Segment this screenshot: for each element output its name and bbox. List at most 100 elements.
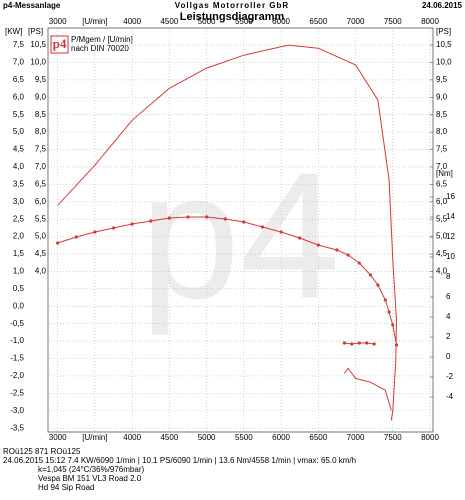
header-left: p4-Messanlage	[3, 1, 61, 10]
x-tick-label: [U/min]	[82, 17, 107, 26]
x-tick-label: 4500	[160, 433, 178, 442]
y-tick-label: 6,5	[13, 75, 25, 84]
y-tick-label: 0,0	[13, 301, 25, 310]
x-tick-label: 5500	[235, 17, 253, 26]
y3-tick-label: 6	[446, 292, 451, 301]
x-tick-label: 8000	[421, 17, 439, 26]
marker	[346, 253, 350, 257]
y2-tick-label: 7,5	[436, 145, 448, 154]
footer-line: ROü125 871 ROü125	[3, 447, 81, 456]
x-tick-label: 4500	[160, 17, 178, 26]
y-tick-label: 1,0	[13, 267, 25, 276]
x-tick-label: 3000	[49, 17, 67, 26]
x-tick-label: 7000	[347, 17, 365, 26]
watermark: p4	[140, 136, 340, 337]
header-center: Vollgas Motorroller GbR	[175, 1, 289, 10]
y2-tick-label: 10,0	[436, 58, 452, 67]
y3-tick-label: 14	[446, 212, 455, 221]
marker	[391, 323, 395, 327]
y2-tick-label: 9,5	[35, 75, 47, 84]
y2-tick-label: 6,5	[35, 179, 47, 188]
y2-unit: [PS]	[28, 27, 43, 36]
plot-frame	[47, 27, 434, 433]
y3-unit: [Nm]	[436, 169, 453, 178]
y2-tick-label: 10,5	[436, 40, 452, 49]
x-tick-label: 4000	[123, 433, 141, 442]
x-tick-label: 8000	[421, 433, 439, 442]
y2-tick-label: 4,0	[35, 267, 47, 276]
y-tick-label: 3,0	[13, 197, 25, 206]
marker	[205, 215, 209, 219]
marker	[365, 341, 369, 345]
y2-tick-label: 6,5	[436, 179, 448, 188]
x-tick-label: 7500	[384, 433, 402, 442]
marker	[372, 342, 376, 346]
y2-tick-label: 5,5	[35, 214, 47, 223]
y3-tick-label: 8	[446, 272, 451, 281]
y-tick-label: 4,5	[13, 145, 25, 154]
y3-tick-label: 2	[446, 332, 451, 341]
y-unit: [KW]	[5, 27, 22, 36]
y2-tick-label: 5,5	[436, 214, 448, 223]
x-tick-label: 6000	[272, 17, 290, 26]
marker	[186, 215, 190, 219]
y-tick-label: 5,5	[13, 110, 25, 119]
y3-tick-label: -2	[446, 372, 454, 381]
y2-tick-label: 6,0	[436, 197, 448, 206]
y2-tick-label: 9,0	[35, 92, 47, 101]
legend-line: P/Mgem / [U/min]	[71, 35, 133, 44]
y-tick-label: 0,5	[13, 284, 25, 293]
y-tick-label: -3,0	[10, 406, 24, 415]
y-tick-label: 3,5	[13, 179, 25, 188]
y2-tick-label: 6,0	[35, 197, 47, 206]
x-tick-label: 5500	[235, 433, 253, 442]
marker	[350, 342, 354, 346]
footer-line: Hd 94 Sip Road	[38, 483, 94, 492]
y2-tick-label: 7,0	[436, 162, 448, 171]
y2-tick-label: 10,5	[30, 40, 46, 49]
chart-title: Leistungsdiagramm	[180, 11, 285, 23]
marker	[357, 341, 361, 345]
marker	[130, 222, 134, 226]
marker	[387, 310, 391, 314]
y2-unit-right: [PS]	[436, 27, 451, 36]
logo: p4	[53, 36, 67, 51]
y2-tick-label: 7,5	[35, 145, 47, 154]
y-tick-label: 2,0	[13, 232, 25, 241]
y-tick-label: 1,5	[13, 249, 25, 258]
y3-tick-label: 10	[446, 252, 455, 261]
marker	[56, 241, 60, 245]
y-tick-label: 7,5	[13, 40, 25, 49]
x-tick-label: 5000	[198, 433, 216, 442]
x-tick-label: 5000	[198, 17, 216, 26]
header-right: 24.06.2015	[422, 1, 463, 10]
y-tick-label: 5,0	[13, 127, 25, 136]
footer-line: Vespa BM 151 VL3 Road 2.0	[38, 474, 142, 483]
y2-tick-label: 8,5	[35, 110, 47, 119]
marker	[223, 217, 227, 221]
x-tick-label: [U/min]	[82, 433, 107, 442]
y-tick-label: -2,5	[10, 388, 24, 397]
marker	[242, 220, 246, 224]
y2-tick-label: 5,0	[436, 232, 448, 241]
legend-line: nach DIN 70020	[71, 44, 129, 53]
y-tick-label: 6,0	[13, 92, 25, 101]
y3-tick-label: 12	[446, 232, 455, 241]
y-tick-label: -1,0	[10, 336, 24, 345]
x-tick-label: 6500	[309, 433, 327, 442]
y2-tick-label: 4,0	[436, 267, 448, 276]
y2-tick-label: 8,0	[436, 127, 448, 136]
y3-tick-label: 4	[446, 312, 451, 321]
marker	[149, 219, 153, 223]
y2-tick-label: 8,5	[436, 110, 448, 119]
x-tick-label: 3000	[49, 433, 67, 442]
y-tick-label: 2,5	[13, 214, 25, 223]
marker	[383, 298, 387, 302]
y-tick-label: -0,5	[10, 319, 24, 328]
y-tick-label: 4,0	[13, 162, 25, 171]
x-tick-label: 6500	[309, 17, 327, 26]
y2-tick-label: 4,5	[35, 249, 47, 258]
marker	[111, 226, 116, 230]
marker	[260, 225, 265, 229]
